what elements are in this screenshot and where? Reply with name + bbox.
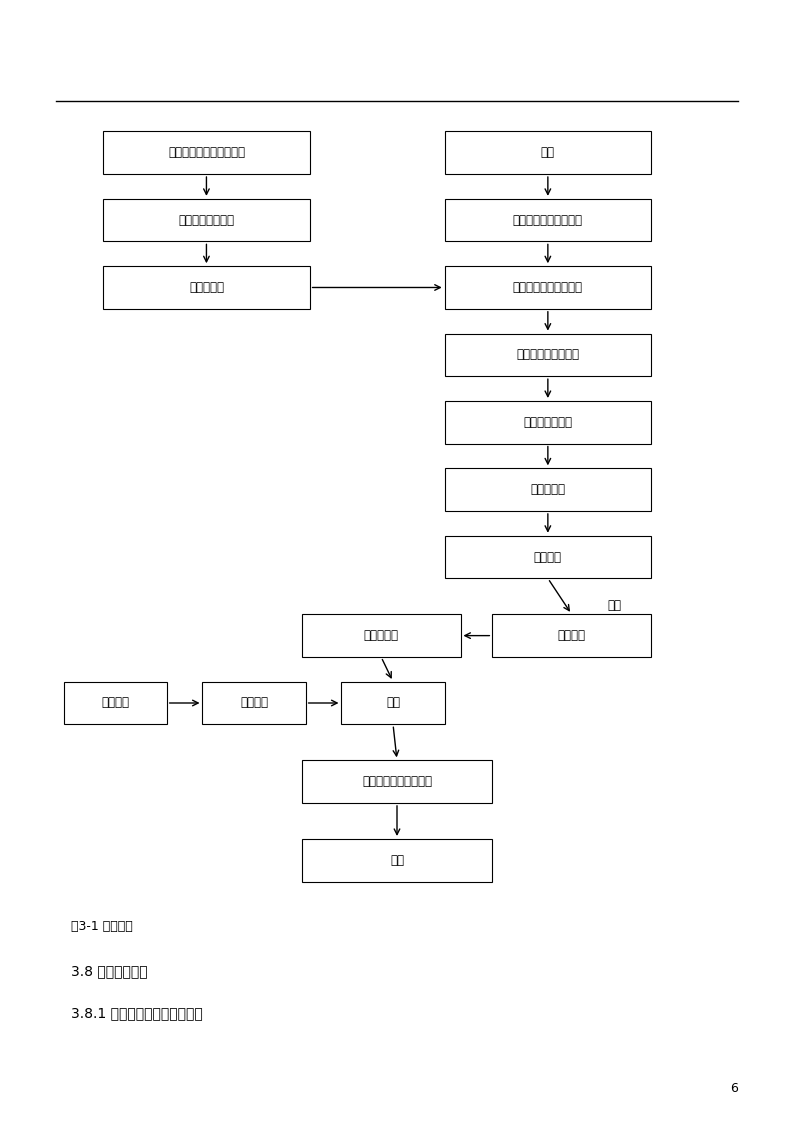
Text: 封锚: 封锚 [390,853,404,867]
Text: 放线: 放线 [541,146,555,159]
Text: 挤压锚制作: 挤压锚制作 [189,281,224,294]
Text: 图3-1 施工流程: 图3-1 施工流程 [71,920,133,933]
Text: 6: 6 [730,1081,738,1095]
Text: 强度报告: 强度报告 [557,629,586,642]
Text: 设备标定: 设备标定 [240,696,268,710]
FancyBboxPatch shape [445,334,651,376]
Text: 工作锚安装: 工作锚安装 [364,629,399,642]
Text: 预应力钢绞线绑扎固定: 预应力钢绞线绑扎固定 [513,281,583,294]
Text: 多余部分预应力筋切头: 多余部分预应力筋切头 [362,775,432,788]
FancyBboxPatch shape [341,682,445,724]
FancyBboxPatch shape [445,131,651,174]
Text: 合格: 合格 [607,599,622,612]
Text: 承压板及支撑钢筋安装: 承压板及支撑钢筋安装 [513,213,583,227]
FancyBboxPatch shape [492,614,651,657]
FancyBboxPatch shape [445,468,651,511]
FancyBboxPatch shape [103,266,310,309]
Text: 设备维修: 设备维修 [101,696,129,710]
FancyBboxPatch shape [302,839,492,882]
Text: 张拉: 张拉 [386,696,400,710]
FancyBboxPatch shape [103,131,310,174]
Text: 试块报告: 试块报告 [534,550,562,564]
Text: 预应力钢绞线下料: 预应力钢绞线下料 [179,213,234,227]
FancyBboxPatch shape [302,760,492,803]
FancyBboxPatch shape [202,682,306,724]
Text: 3.8.1 预应力筋材料进场复试。: 3.8.1 预应力筋材料进场复试。 [71,1006,203,1020]
Text: 钢绞线、锚具检查、复试: 钢绞线、锚具检查、复试 [168,146,245,159]
FancyBboxPatch shape [445,401,651,444]
Text: 混凝土施工: 混凝土施工 [530,483,565,496]
FancyBboxPatch shape [445,266,651,309]
Text: 非预应力筋施工: 非预应力筋施工 [523,416,572,429]
FancyBboxPatch shape [103,199,310,241]
FancyBboxPatch shape [445,536,651,578]
Text: 线形检查、穴模安装: 线形检查、穴模安装 [516,348,580,362]
Text: 3.8 质量控制要点: 3.8 质量控制要点 [71,965,148,978]
FancyBboxPatch shape [445,199,651,241]
FancyBboxPatch shape [64,682,167,724]
FancyBboxPatch shape [302,614,461,657]
